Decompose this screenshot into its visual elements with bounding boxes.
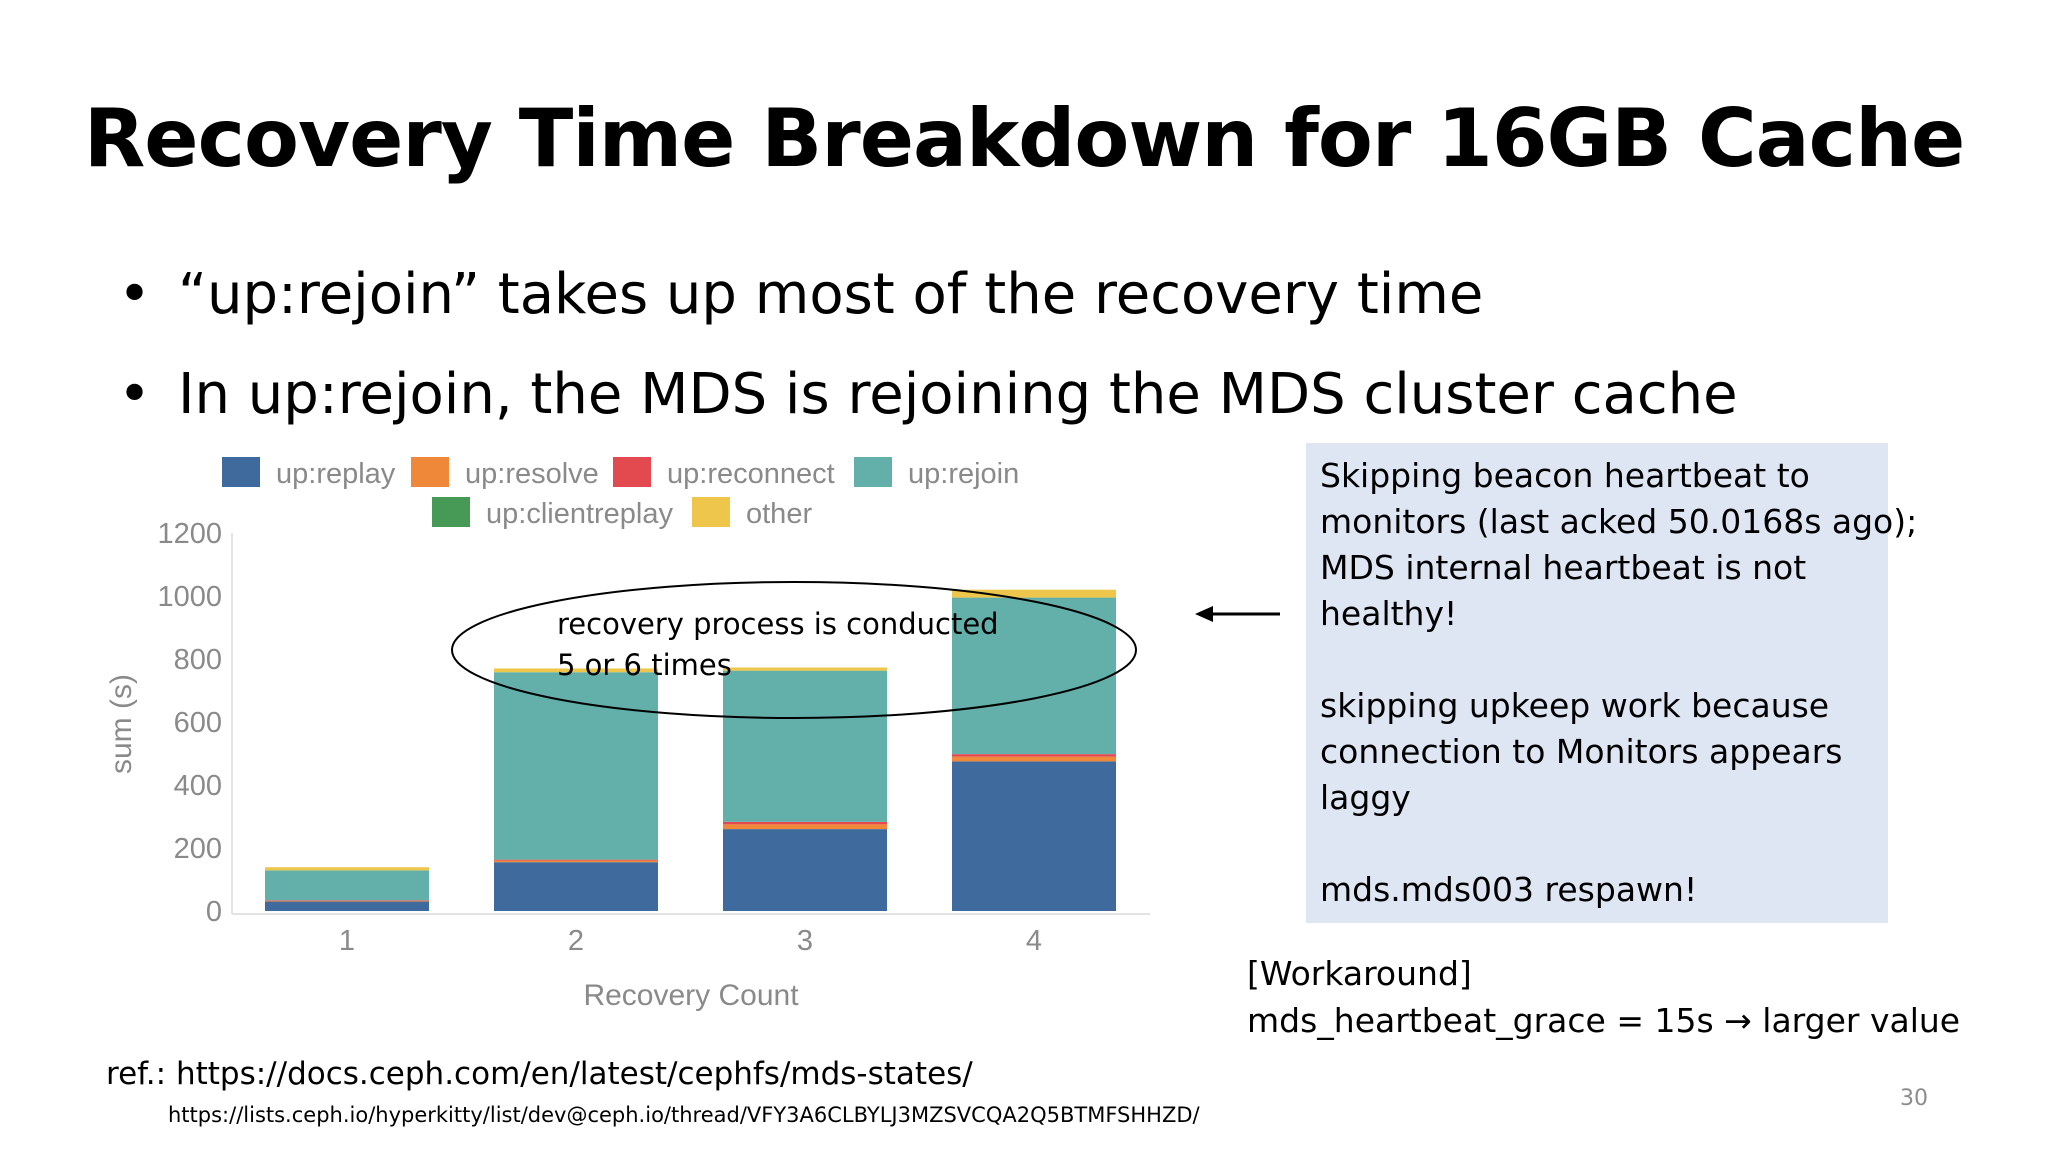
bar-segment [494,668,658,673]
log-line: MDS internal heartbeat is not [1320,548,1807,587]
log-line [1320,821,1874,867]
legend-label: up:reconnect [667,458,835,490]
legend-swatch [411,457,449,487]
x-axis-label: Recovery Count [583,979,799,1012]
workaround-block: [Workaround] mds_heartbeat_grace = 15s →… [1247,950,1960,1044]
chart-bars [265,589,1116,911]
bar-segment [952,589,1116,598]
legend-swatch [432,497,470,527]
bar-segment [723,824,887,830]
bullet-list: “up:rejoin” takes up most of the recover… [118,245,1738,445]
y-tick-label: 0 [206,896,222,928]
x-tick-label: 2 [568,925,584,957]
x-tick-labels: 1 2 3 4 [339,925,1042,957]
chart-axes [231,533,1150,915]
legend-label: up:rejoin [908,458,1019,490]
annotation-ellipse [451,581,1137,719]
x-tick-label: 3 [797,925,813,957]
reference-link[interactable]: ref.: https://docs.ceph.com/en/latest/ce… [106,1056,973,1092]
y-tick-label: 600 [174,707,222,739]
legend-swatch [692,497,730,527]
legend-label: up:resolve [465,458,599,490]
y-tick-label: 200 [174,833,222,865]
log-line: connection to Monitors appears [1320,732,1843,771]
y-tick-label: 400 [174,770,222,802]
bar-segment [265,900,429,901]
log-message-box: Skipping beacon heartbeat to monitors (l… [1306,443,1918,923]
log-line: Skipping beacon heartbeat to [1320,456,1810,495]
legend-label: other [746,498,812,530]
y-axis-label: sum (s) [105,674,138,774]
bar-segment [723,670,887,822]
bar-segment [723,667,887,671]
annotation-line-1: recovery process is conducted [557,607,999,641]
y-tick-labels: 0 200 400 600 800 1000 1200 [157,518,222,928]
bar-segment [723,829,887,911]
bar-segment [265,870,429,901]
legend-label: up:clientreplay [486,498,673,530]
reference-link[interactable]: https://lists.ceph.io/hyperkitty/list/de… [168,1103,1200,1127]
bar-segment [952,754,1116,757]
legend-swatch [854,457,892,487]
bar-segment [265,867,429,871]
workaround-text: mds_heartbeat_grace = 15s → larger value [1247,1001,1961,1040]
y-tick-label: 1000 [157,581,222,613]
page-number: 30 [1900,1086,1928,1111]
y-tick-label: 1200 [157,518,222,550]
log-line: monitors (last acked 50.0168s ago); [1320,502,1918,541]
bar-segment [723,821,887,825]
bar-segment [952,597,1116,755]
annotation-line-2: 5 or 6 times [557,648,732,682]
bullet-item: In up:rejoin, the MDS is rejoining the M… [118,345,1738,445]
log-line: mds.mds003 respawn! [1320,870,1698,909]
legend-label: up:replay [276,458,396,490]
bullet-item: “up:rejoin” takes up most of the recover… [118,245,1738,345]
legend-swatch [613,457,651,487]
log-line: healthy! [1320,594,1458,633]
slide-title: Recovery Time Breakdown for 16GB Cache [83,92,1966,185]
x-tick-label: 1 [339,925,355,957]
bar-segment [494,859,658,861]
y-tick-label: 800 [174,644,222,676]
chart-legend: up:replay up:resolve up:reconnect up:rejoin… [222,457,1019,530]
x-tick-label: 4 [1026,925,1042,957]
log-line [1320,637,1874,683]
log-line: skipping upkeep work because [1320,686,1830,725]
bar-segment [265,901,429,911]
bar-segment [265,900,429,902]
log-line: laggy [1320,778,1411,817]
workaround-label: [Workaround] [1247,954,1472,993]
legend-swatch [222,457,260,487]
bar-segment [952,761,1116,911]
bar-segment [494,862,658,911]
bar-segment [494,672,658,860]
arrow-left-icon [1195,606,1280,622]
bar-segment [494,860,658,863]
bar-segment [952,756,1116,762]
